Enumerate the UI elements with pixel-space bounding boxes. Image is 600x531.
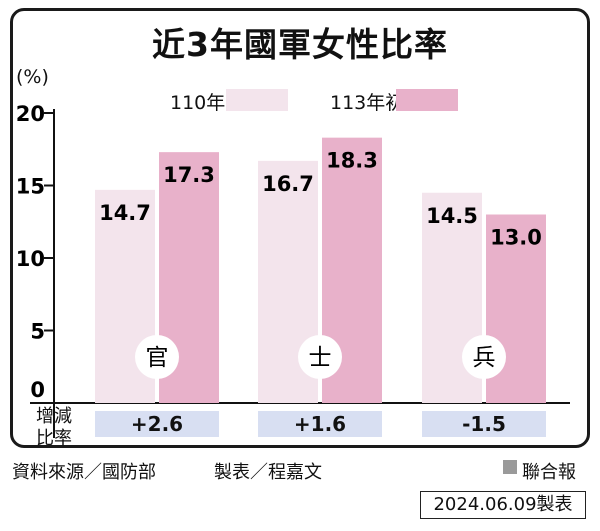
y-tick-label: 20 bbox=[16, 102, 45, 126]
legend-swatch-110 bbox=[226, 89, 288, 111]
publisher-text: 聯合報 bbox=[522, 462, 576, 483]
y-axis-unit: (%) bbox=[16, 66, 49, 88]
legend-label-113: 113年初 bbox=[330, 92, 405, 114]
data-label: 17.3 bbox=[163, 163, 215, 187]
diff-label-line2: 比率 bbox=[36, 428, 72, 449]
data-label: 18.3 bbox=[326, 149, 378, 173]
y-tick-label: 5 bbox=[30, 320, 45, 344]
date-stamp: 2024.06.09製表 bbox=[420, 491, 586, 519]
legend-swatch-113 bbox=[396, 89, 458, 111]
data-label: 13.0 bbox=[490, 226, 542, 250]
category-badge bbox=[298, 335, 342, 379]
data-label: 14.5 bbox=[426, 204, 478, 228]
diff-box-officer: +2.6 bbox=[95, 411, 219, 437]
category-label: 士 bbox=[309, 345, 332, 371]
category-label: 兵 bbox=[473, 345, 496, 371]
data-label: 16.7 bbox=[262, 172, 314, 196]
y-tick-label: 15 bbox=[16, 175, 45, 199]
diff-label-line1: 增減 bbox=[36, 406, 72, 427]
data-label: 14.7 bbox=[99, 201, 151, 225]
publisher-logo-icon bbox=[503, 460, 517, 474]
category-badge bbox=[135, 335, 179, 379]
diff-box-enlisted: -1.5 bbox=[422, 411, 546, 437]
y-tick-label: 10 bbox=[16, 247, 45, 271]
maker-text: 製表／程嘉文 bbox=[214, 462, 322, 483]
category-badge bbox=[462, 335, 506, 379]
source-text: 資料來源／國防部 bbox=[12, 462, 156, 483]
legend-label-110: 110年初 bbox=[170, 92, 245, 114]
diff-box-nco: +1.6 bbox=[258, 411, 382, 437]
chart-title: 近3年國軍女性比率 bbox=[152, 25, 448, 64]
y-tick-label: 0 bbox=[30, 378, 45, 402]
category-label: 官 bbox=[146, 345, 169, 371]
